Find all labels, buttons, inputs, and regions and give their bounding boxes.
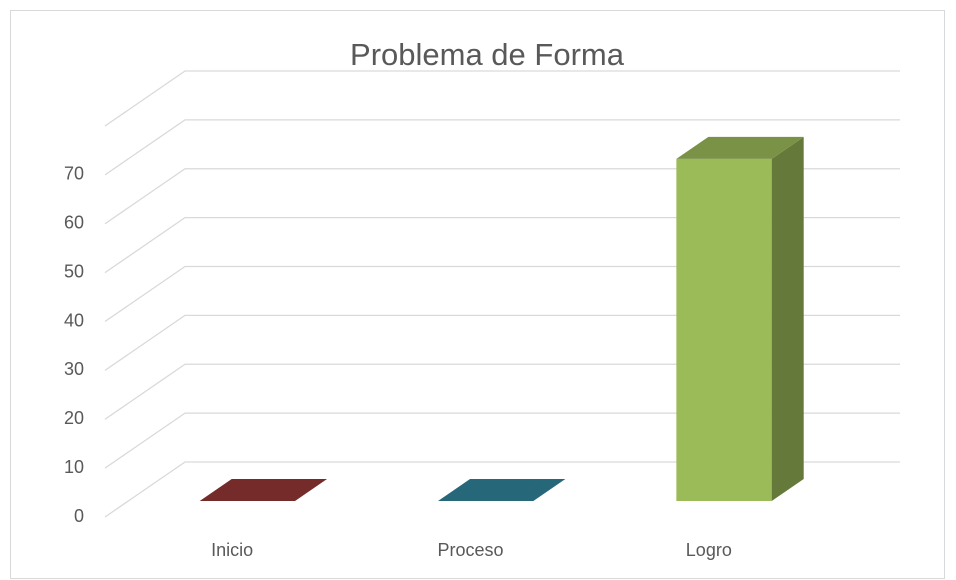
bar-front xyxy=(676,158,772,502)
grid-line xyxy=(104,363,900,420)
bar-top xyxy=(676,136,804,159)
grid-line xyxy=(104,70,900,127)
grid-line xyxy=(104,168,900,225)
grid-line xyxy=(104,216,900,274)
bar xyxy=(438,479,566,502)
bar-top xyxy=(438,479,566,502)
x-tick-label: Logro xyxy=(686,540,732,560)
bar xyxy=(676,136,804,502)
y-tick-label: 70 xyxy=(64,164,84,184)
y-tick-label: 40 xyxy=(64,310,84,330)
x-tick-label: Inicio xyxy=(211,540,253,560)
y-tick-label: 0 xyxy=(74,506,84,526)
y-tick-label: 10 xyxy=(64,457,84,477)
grid-line xyxy=(104,265,900,323)
grid-line xyxy=(104,412,900,469)
grid-line xyxy=(104,119,900,176)
y-tick-label: 50 xyxy=(64,261,84,281)
bar-side xyxy=(771,136,804,502)
chart-title: Problema de Forma xyxy=(350,37,625,72)
y-tick-label: 60 xyxy=(64,213,84,233)
x-tick-label: Proceso xyxy=(437,540,503,560)
y-tick-label: 20 xyxy=(64,408,84,428)
grid-line xyxy=(104,314,900,371)
grid-line xyxy=(104,461,900,518)
y-tick-label: 30 xyxy=(64,359,84,379)
bar-top xyxy=(199,479,328,502)
bar xyxy=(199,479,328,502)
